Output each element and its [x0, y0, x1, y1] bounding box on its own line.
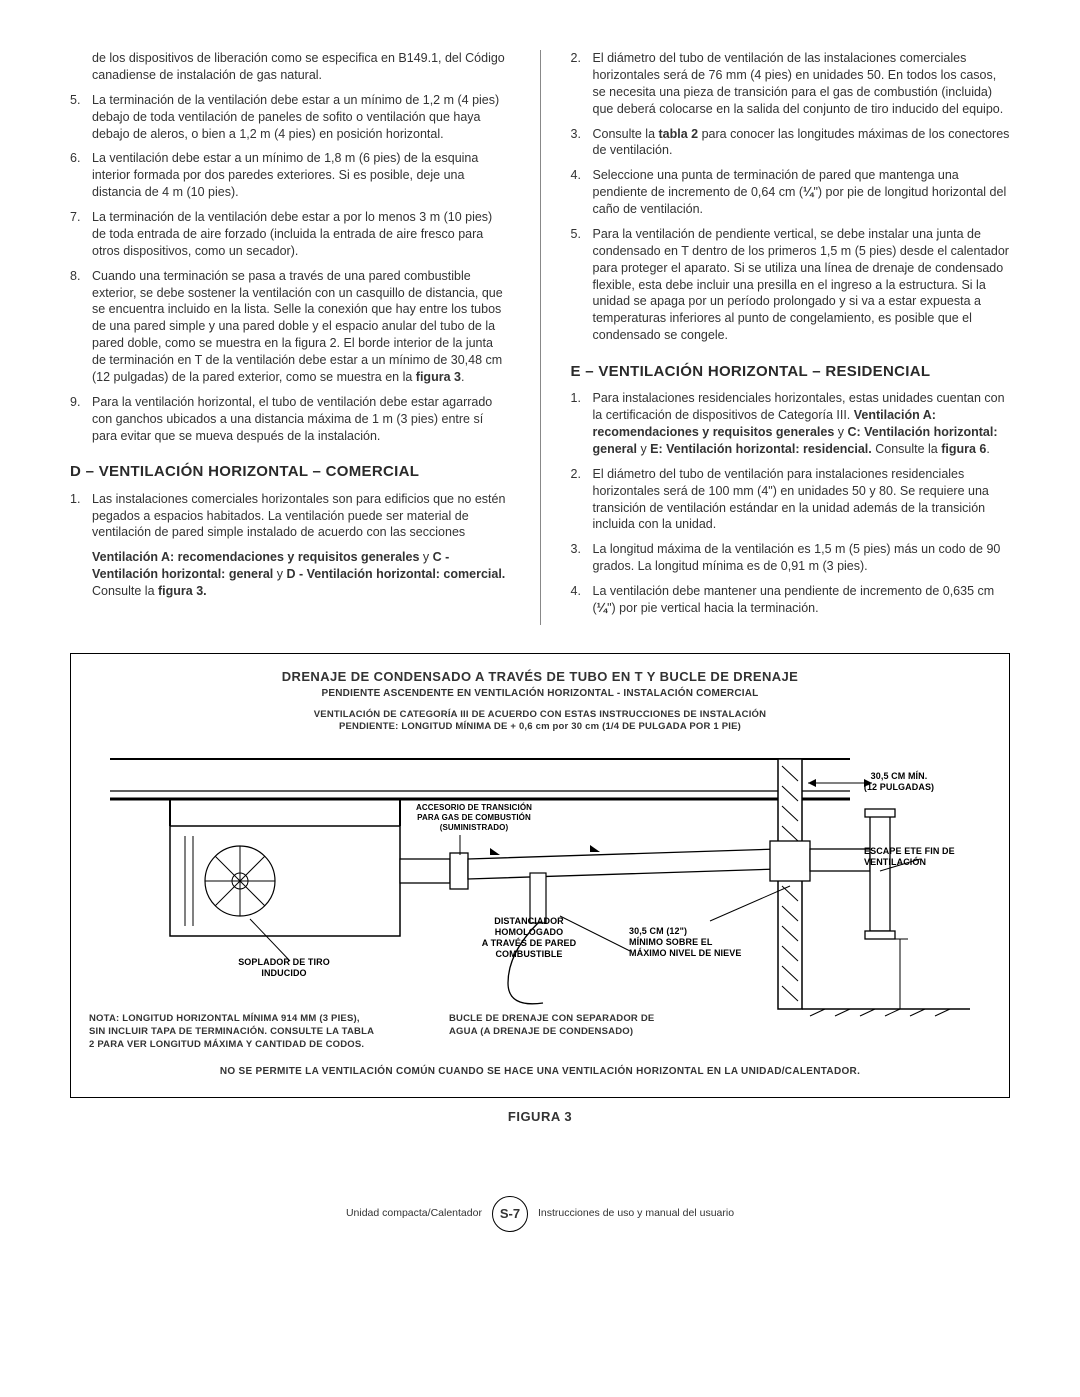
section-e-title: E – VENTILACIÓN HORIZONTAL – RESIDENCIAL: [571, 362, 1011, 382]
item-text: La terminación de la ventilación debe es…: [92, 92, 510, 143]
item-num: 2.: [571, 466, 593, 534]
item-num: 7.: [70, 209, 92, 260]
item-text: La terminación de la ventilación debe es…: [92, 209, 510, 260]
item-text: Seleccione una punta de terminación de p…: [593, 167, 1011, 218]
label-nieve: 30,5 CM (12") MÍNIMO SOBRE EL MÁXIMO NIV…: [629, 926, 779, 958]
label-escape: ESCAPE ETE FIN DE VENTILACIÓN: [864, 846, 979, 868]
footer-right: Instrucciones de uso y manual del usuari…: [538, 1206, 734, 1220]
item-text: Cuando una terminación se pasa a través …: [92, 268, 510, 386]
item-num: 1.: [571, 390, 593, 458]
item-text: El diámetro del tubo de ventilación para…: [593, 466, 1011, 534]
item-num: 4.: [571, 167, 593, 218]
item-text: La ventilación debe estar a un mínimo de…: [92, 150, 510, 201]
column-divider: [540, 50, 541, 625]
left-column: de los dispositivos de liberación como s…: [70, 50, 510, 625]
label-bucle: BUCLE DE DRENAJE CON SEPARADOR DE AGUA (…: [449, 1013, 709, 1051]
page-footer: Unidad compacta/Calentador S-7 Instrucci…: [70, 1196, 1010, 1232]
figure-bottom-note: NO SE PERMITE LA VENTILACIÓN COMÚN CUAND…: [89, 1065, 991, 1079]
section-d-list: 1.Las instalaciones comerciales horizont…: [70, 491, 510, 542]
section-d-title: D – VENTILACIÓN HORIZONTAL – COMERCIAL: [70, 462, 510, 482]
item-num: 5.: [571, 226, 593, 344]
item-text: Consulte la tabla 2 para conocer las lon…: [593, 126, 1011, 160]
label-accesorio: ACCESORIO DE TRANSICIÓN PARA GAS DE COMB…: [399, 803, 549, 832]
figure-subtitle-2: VENTILACIÓN DE CATEGORÍA III DE ACUERDO …: [89, 709, 991, 734]
figure-subtitle: PENDIENTE ASCENDENTE EN VENTILACIÓN HORI…: [89, 687, 991, 701]
item-num: 9.: [70, 394, 92, 445]
item-num: 6.: [70, 150, 92, 201]
item-text: Para la ventilación horizontal, el tubo …: [92, 394, 510, 445]
item-text: La ventilación debe mantener una pendien…: [593, 583, 1011, 617]
intro-continuation: de los dispositivos de liberación como s…: [92, 50, 510, 84]
label-soplador: SOPLADOR DE TIRO INDUCIDO: [214, 957, 354, 979]
figure-caption: FIGURA 3: [70, 1108, 1010, 1126]
page-number: S-7: [492, 1196, 528, 1232]
item-num: 8.: [70, 268, 92, 386]
item-num: 2.: [571, 50, 593, 118]
label-12in-min: 30,5 CM MÍN. (12 PULGADAS): [844, 771, 954, 793]
left-list: 5.La terminación de la ventilación debe …: [70, 92, 510, 445]
item-num: 3.: [571, 126, 593, 160]
label-distanciador: DISTANCIADOR HOMOLOGADO A TRAVÉS DE PARE…: [464, 916, 594, 959]
right-column: 2.El diámetro del tubo de ventilación de…: [571, 50, 1011, 625]
section-d-refs: Ventilación A: recomendaciones y requisi…: [92, 549, 510, 600]
figure-note: NOTA: LONGITUD HORIZONTAL MÍNIMA 914 MM …: [89, 1013, 429, 1051]
figure-title: DRENAJE DE CONDENSADO A TRAVÉS DE TUBO E…: [89, 668, 991, 686]
item-text: Para la ventilación de pendiente vertica…: [593, 226, 1011, 344]
item-num: 4.: [571, 583, 593, 617]
item-text: Las instalaciones comerciales horizontal…: [92, 491, 510, 542]
footer-left: Unidad compacta/Calentador: [346, 1206, 482, 1220]
section-e-list: 1.Para instalaciones residenciales horiz…: [571, 390, 1011, 617]
item-num: 3.: [571, 541, 593, 575]
item-text: Para instalaciones residenciales horizon…: [593, 390, 1011, 458]
item-text: La longitud máxima de la ventilación es …: [593, 541, 1011, 575]
item-num: 1.: [70, 491, 92, 542]
item-text: El diámetro del tubo de ventilación de l…: [593, 50, 1011, 118]
figure-diagram: 30,5 CM MÍN. (12 PULGADAS) ACCESORIO DE …: [89, 741, 991, 1051]
item-num: 5.: [70, 92, 92, 143]
right-list: 2.El diámetro del tubo de ventilación de…: [571, 50, 1011, 344]
figure-3-box: DRENAJE DE CONDENSADO A TRAVÉS DE TUBO E…: [70, 653, 1010, 1098]
